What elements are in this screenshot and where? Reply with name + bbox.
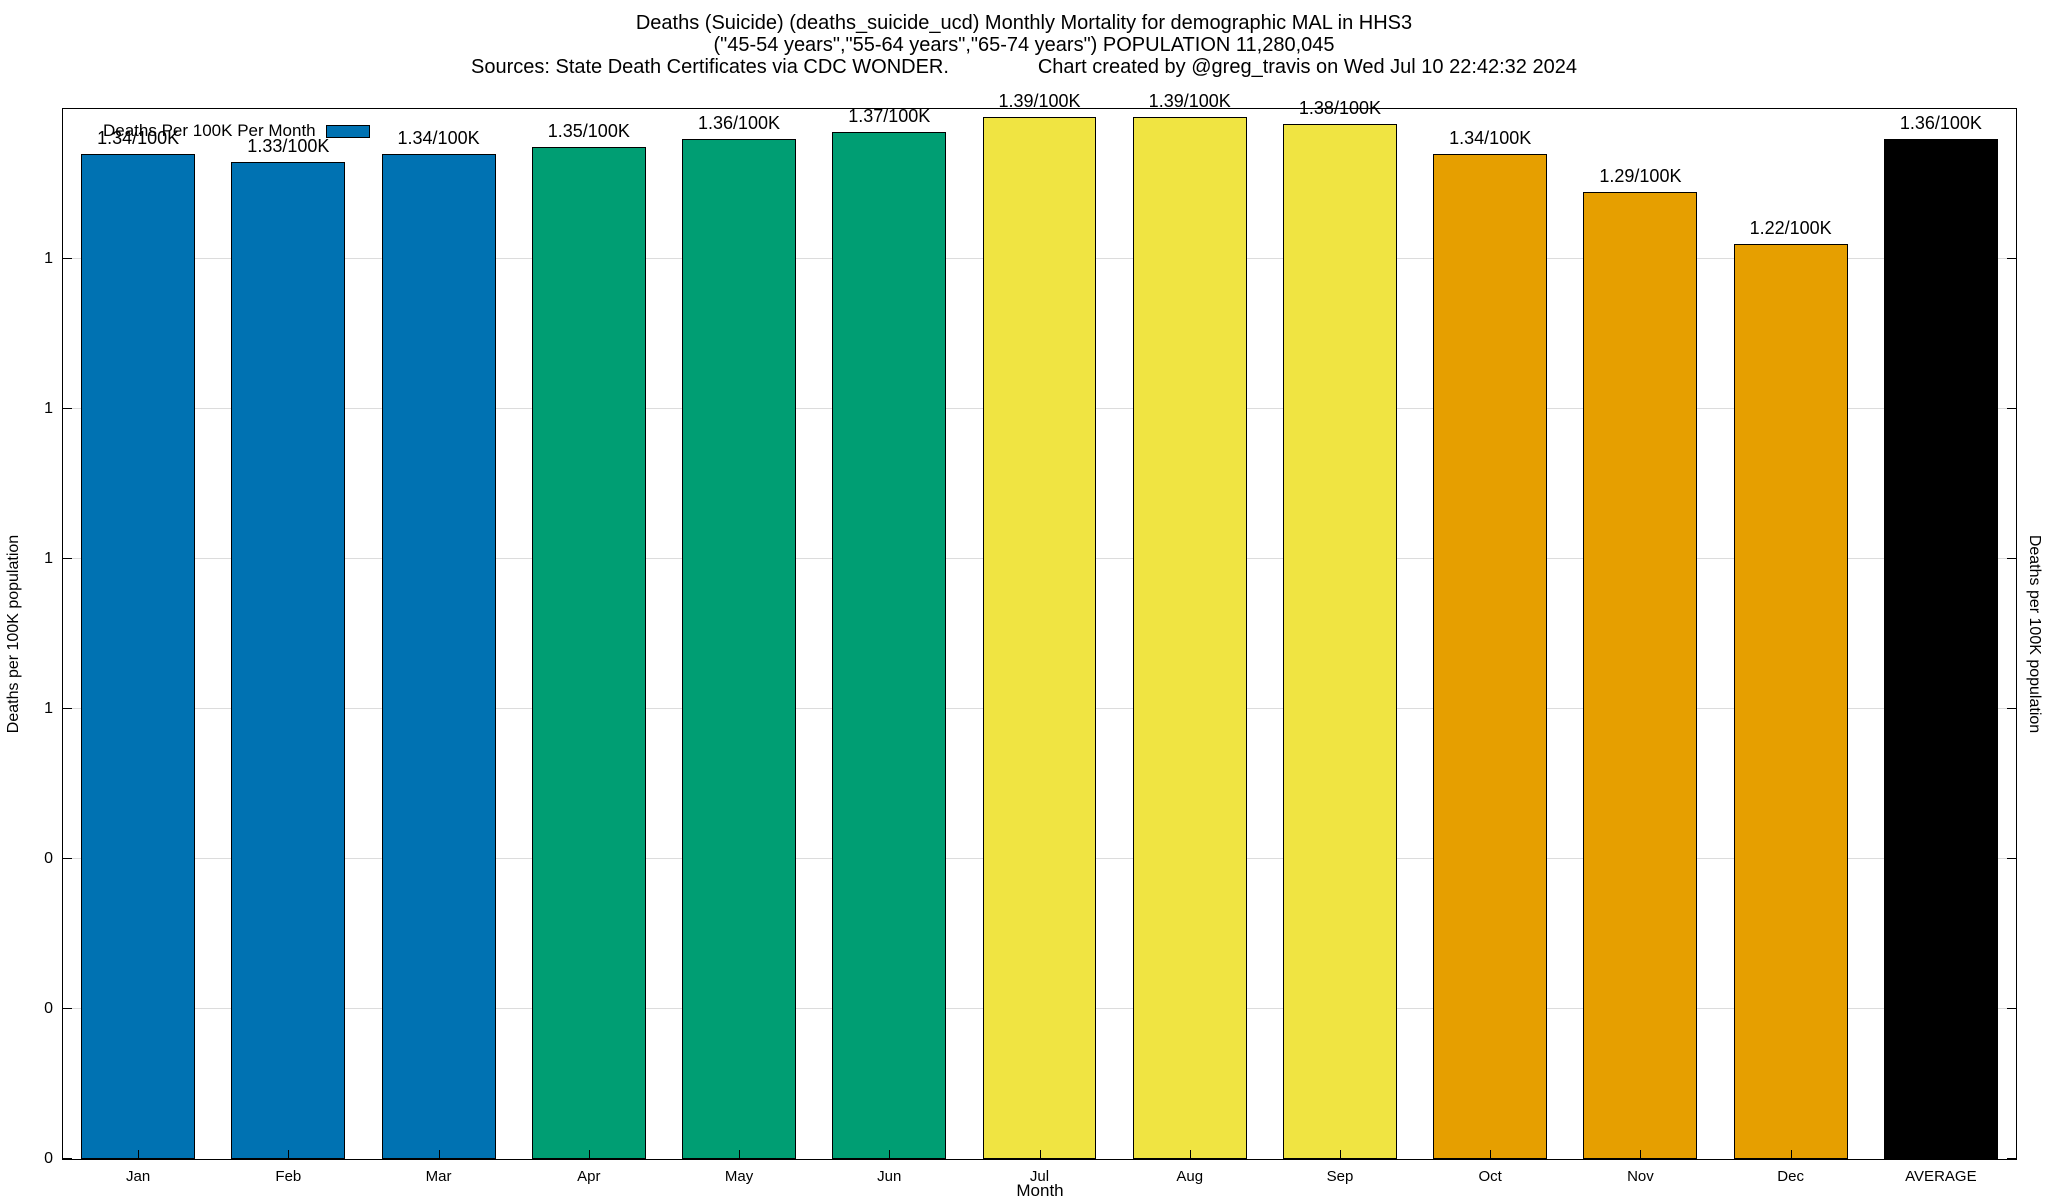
bar-value-label: 1.37/100K (848, 105, 931, 126)
x-tick-label-apr: Apr (577, 1168, 601, 1185)
x-tick-mark (1790, 1150, 1792, 1159)
x-tick-mark (138, 1150, 140, 1159)
bar-may (682, 139, 796, 1159)
bar-value-label: 1.33/100K (247, 135, 330, 156)
x-tick-label-jul: Jul (1029, 1168, 1050, 1185)
legend-label: Deaths Per 100K Per Month (103, 121, 316, 140)
y-tick-mark-left (63, 408, 72, 409)
x-tick-label-dec: Dec (1777, 1168, 1804, 1185)
x-tick-label-jan: Jan (126, 1168, 151, 1185)
title-block: Deaths (Suicide) (deaths_suicide_ucd) Mo… (0, 12, 2048, 78)
bar-aug (1132, 116, 1247, 1159)
x-tick-label-aug: Aug (1176, 1168, 1204, 1185)
chart-title-line3: Sources: State Death Certificates via CD… (471, 56, 1577, 78)
bar-value-label: 1.39/100K (1148, 90, 1231, 111)
x-tick-label-jun: Jun (877, 1168, 902, 1185)
y-tick-label: 0 (44, 850, 53, 867)
x-tick-label-average: AVERAGE (1905, 1168, 1977, 1185)
x-tick-mark (1189, 1150, 1191, 1159)
plot-area: Deaths Per 100K Per Month 0 0 0 1 1 1 1 1.34/10… (44, 91, 2017, 1185)
y-tick-label: 1 (44, 550, 53, 567)
x-tick-label-sep: Sep (1326, 1168, 1354, 1185)
y-tick-label: 1 (44, 400, 53, 417)
y-tick-mark-right (2007, 708, 2016, 709)
bar-mar (381, 154, 496, 1159)
bar-apr (531, 146, 646, 1159)
y-tick-mark-right (2007, 1008, 2016, 1009)
bar-average (1883, 139, 1998, 1159)
legend: Deaths Per 100K Per Month (103, 121, 370, 141)
x-tick-mark (1339, 1150, 1341, 1159)
bar-value-label: 1.29/100K (1599, 165, 1682, 186)
y-tick-mark-left (63, 258, 72, 259)
bar-value-label: 1.35/100K (547, 120, 630, 141)
y-tick-mark-left (63, 858, 72, 859)
y-axis-label-right: Deaths per 100K population (2026, 534, 2043, 734)
x-axis-label: Month (1016, 1181, 1064, 1200)
bar-jul (982, 116, 1097, 1159)
bar-value-label: 1.34/100K (1449, 128, 1532, 148)
x-tick-mark (588, 1150, 590, 1159)
bar-value-label: 1.36/100K (1899, 113, 1982, 133)
x-tick-mark (1490, 1150, 1492, 1159)
y-tick-mark-left (63, 1158, 72, 1159)
x-tick-label-oct: Oct (1478, 1168, 1502, 1185)
y-tick-mark-right (2007, 408, 2016, 409)
bar-oct (1433, 154, 1548, 1159)
chart-title-line2: ("45-54 years","55-64 years","65-74 year… (713, 34, 1335, 56)
x-tick-mark (288, 1150, 290, 1159)
bar-dec (1733, 244, 1848, 1159)
y-tick-mark-right (2007, 1158, 2016, 1159)
y-tick-mark-right (2007, 858, 2016, 859)
chart-title-line1: Deaths (Suicide) (deaths_suicide_ucd) Mo… (635, 12, 1413, 34)
bar-nov (1583, 191, 1698, 1159)
y-tick-mark-right (2007, 558, 2016, 559)
legend-swatch (325, 124, 370, 138)
y-tick-label: 0 (44, 1000, 53, 1017)
bar-value-label: 1.34/100K (397, 128, 480, 148)
bar-sep (1283, 124, 1397, 1159)
y-tick-label: 1 (44, 250, 53, 267)
x-tick-label-nov: Nov (1627, 1168, 1654, 1185)
y-tick-mark-right (2007, 258, 2016, 259)
bar-value-label: 1.39/100K (998, 90, 1081, 111)
x-tick-mark (889, 1150, 891, 1159)
y-tick-label: 1 (44, 700, 53, 717)
bar-value-label: 1.38/100K (1298, 98, 1381, 118)
bar-value-label: 1.34/100K (97, 128, 180, 148)
y-axis-label-left: Deaths per 100K population (5, 534, 22, 734)
bar-jan (81, 154, 196, 1159)
x-tick-label-mar: Mar (425, 1168, 452, 1185)
bar-value-label: 1.22/100K (1749, 218, 1832, 238)
bar-feb (231, 161, 346, 1159)
x-tick-mark (1039, 1150, 1041, 1159)
bar-value-label: 1.36/100K (697, 113, 781, 133)
x-tick-mark (1940, 1150, 1942, 1159)
x-tick-mark (438, 1150, 440, 1159)
x-tick-mark (739, 1150, 741, 1159)
x-tick-mark (1640, 1150, 1642, 1159)
y-tick-mark-left (63, 1008, 72, 1009)
x-tick-label-feb: Feb (275, 1168, 302, 1185)
bar-jun (832, 131, 947, 1159)
y-tick-label: 0 (44, 1150, 53, 1167)
y-tick-mark-left (63, 558, 72, 559)
x-tick-label-may: May (724, 1168, 754, 1185)
y-tick-mark-left (63, 708, 72, 709)
